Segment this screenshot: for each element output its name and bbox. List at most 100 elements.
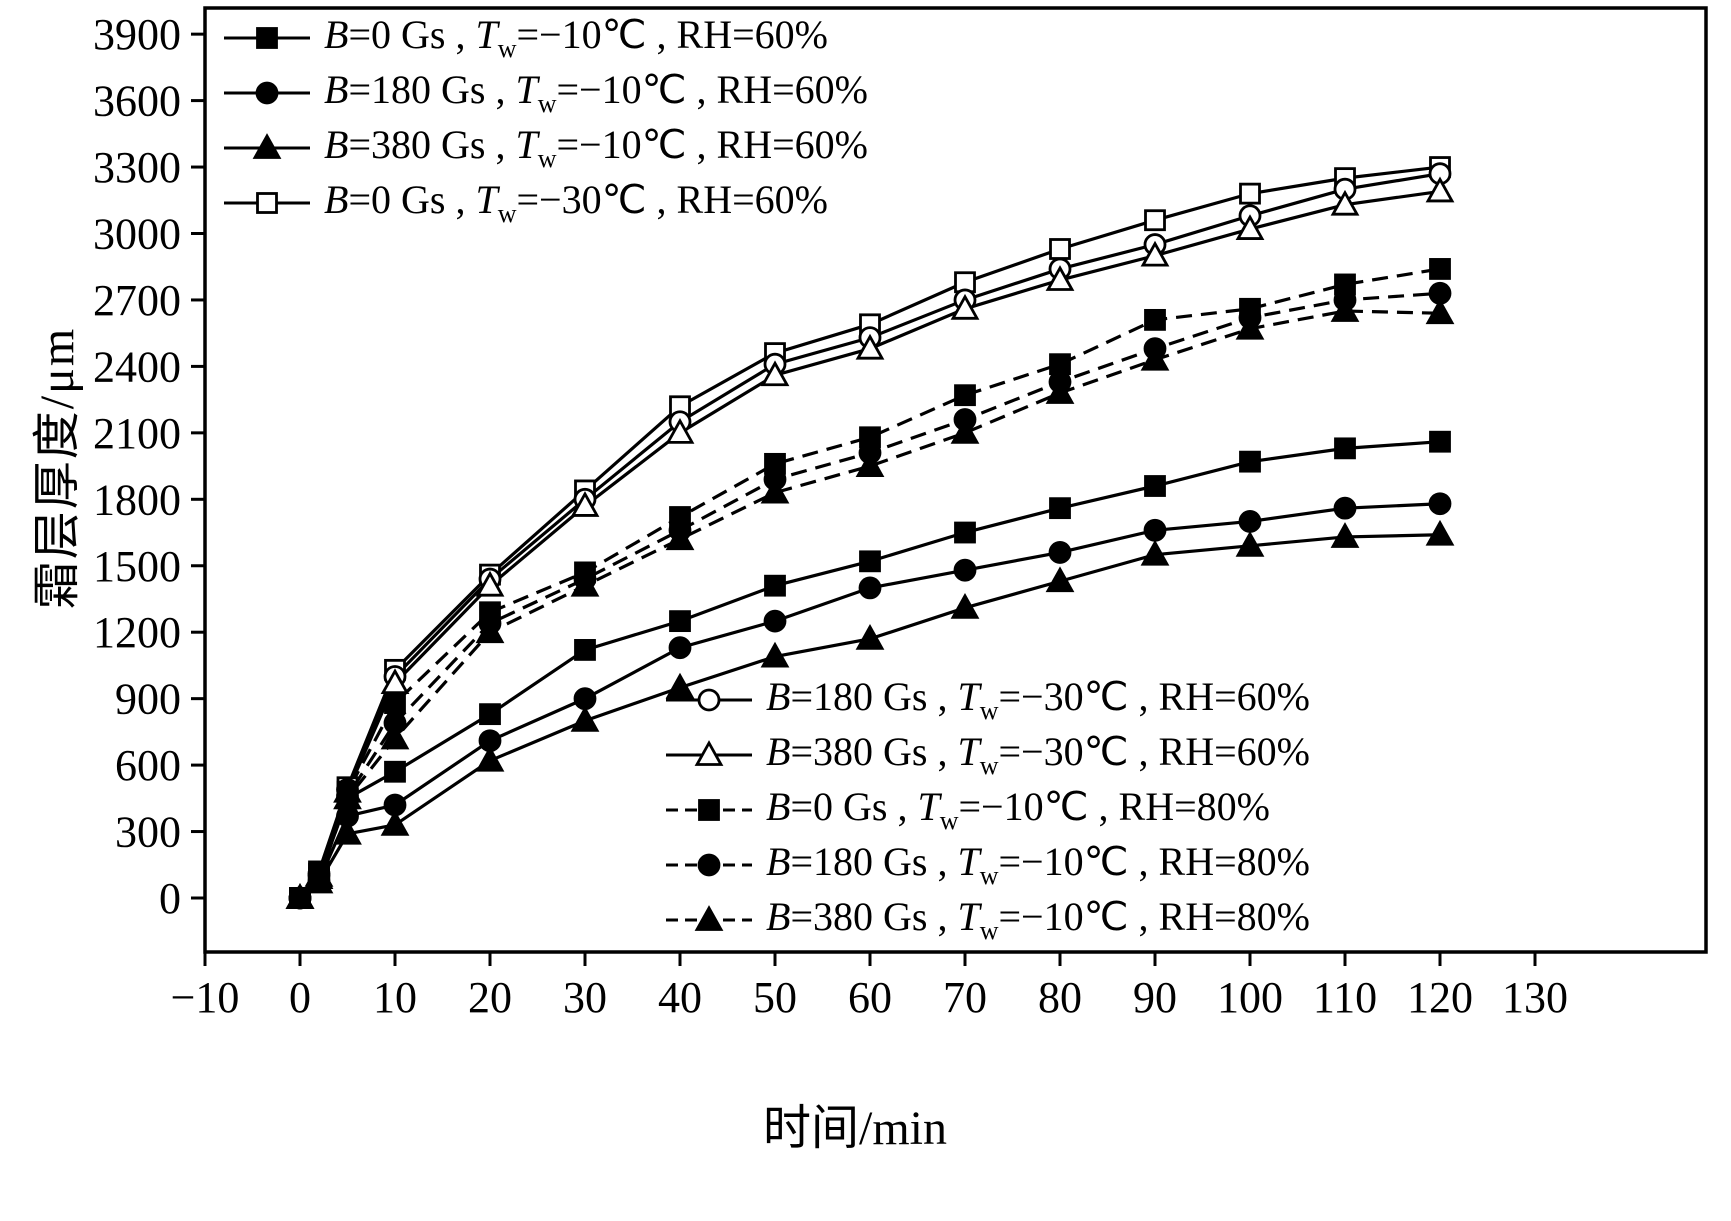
y-tick-label: 1200	[93, 608, 181, 657]
triangle-filled-marker-icon	[760, 477, 790, 504]
legend-label: B=0 Gs , Tw=−10℃ , RH=60%	[324, 12, 828, 63]
legend-circle-filled-icon	[224, 81, 310, 104]
triangle-filled-marker-icon	[1140, 539, 1170, 566]
legend-item-open-circle: B=180 Gs , Tw=−30℃ , RH=60%	[664, 672, 1310, 727]
legend-item-filled-square: B=0 Gs , Tw=−10℃ , RH=80%	[664, 782, 1310, 837]
triangle-filled-marker-icon	[475, 617, 505, 644]
square-open-marker-icon	[256, 191, 278, 214]
x-tick-label: 60	[848, 973, 892, 1022]
y-tick-label: 3900	[93, 10, 181, 59]
circle-filled-marker-icon	[255, 81, 279, 104]
circle-filled-marker-icon	[697, 853, 721, 876]
square-filled-marker-icon	[1239, 450, 1261, 473]
square-filled-marker-icon	[1429, 258, 1451, 280]
circle-filled-marker-icon	[1238, 510, 1262, 533]
triangle-open-marker-icon	[855, 333, 885, 360]
y-tick-label: 1500	[93, 542, 181, 591]
triangle-open-marker-icon	[1235, 214, 1265, 240]
x-axis-label: 时间/min	[762, 1102, 947, 1155]
x-tick-label: 40	[658, 973, 702, 1022]
y-tick-label: 600	[115, 741, 181, 790]
x-tick-label: 130	[1502, 973, 1568, 1022]
triangle-filled-marker-icon	[1045, 566, 1075, 593]
y-tick-label: 3000	[93, 210, 181, 259]
triangle-open-marker-icon	[1045, 265, 1075, 291]
legend-square-filled-icon	[666, 798, 752, 821]
square-filled-marker-icon	[698, 798, 720, 821]
circle-open-marker-icon	[697, 688, 721, 711]
square-filled-marker-icon	[954, 521, 976, 544]
triangle-filled-marker-icon	[950, 592, 980, 619]
legend-item-filled-triangle: B=380 Gs , Tw=−10℃ , RH=80%	[664, 892, 1310, 947]
series-line-8	[298, 309, 1441, 900]
circle-filled-marker-icon	[1143, 518, 1167, 542]
series-line-6	[298, 267, 1441, 899]
triangle-filled-marker-icon	[1140, 344, 1170, 371]
triangle-open-marker-icon	[760, 360, 790, 387]
triangle-open-marker-icon	[1330, 189, 1360, 216]
square-filled-marker-icon	[1429, 430, 1451, 453]
legend-label: B=0 Gs , Tw=−10℃ , RH=80%	[766, 784, 1270, 835]
legend-triangle-filled-icon	[224, 132, 310, 159]
triangle-filled-marker-icon	[1425, 519, 1455, 546]
triangle-filled-marker-icon	[380, 810, 410, 836]
square-filled-marker-icon	[574, 639, 596, 661]
square-filled-marker-icon	[954, 384, 976, 407]
legend-label: B=180 Gs , Tw=−10℃ , RH=80%	[766, 839, 1310, 890]
legend-label: B=180 Gs , Tw=−10℃ , RH=60%	[324, 67, 868, 118]
square-filled-marker-icon	[1334, 437, 1356, 460]
square-filled-marker-icon	[384, 760, 406, 783]
triangle-filled-marker-icon	[855, 451, 885, 477]
x-tick-label: 20	[468, 973, 512, 1022]
circle-filled-marker-icon	[763, 609, 787, 633]
legend-label: B=380 Gs , Tw=−30℃ , RH=60%	[766, 729, 1310, 780]
legend-circle-filled-icon	[666, 853, 752, 876]
x-tick-label: 70	[943, 973, 987, 1022]
triangle-filled-marker-icon	[950, 417, 980, 444]
legend-triangle-open-icon	[666, 739, 752, 766]
triangle-open-marker-icon	[570, 491, 600, 517]
y-tick-label: 0	[159, 874, 181, 923]
square-filled-marker-icon	[256, 26, 278, 49]
legend-circle-open-icon	[666, 688, 752, 711]
legend-label: B=0 Gs , Tw=−30℃ , RH=60%	[324, 177, 828, 228]
x-tick-label: 10	[373, 973, 417, 1022]
circle-filled-marker-icon	[1333, 496, 1357, 520]
legend-label: B=180 Gs , Tw=−30℃ , RH=60%	[766, 674, 1310, 725]
triangle-filled-marker-icon	[760, 641, 790, 668]
legend-item-filled-circle: B=180 Gs , Tw=−10℃ , RH=80%	[664, 837, 1310, 892]
triangle-filled-marker-icon	[1235, 313, 1265, 340]
y-axis-label: 霜层厚度/μm	[31, 326, 84, 610]
y-tick-label: 2400	[93, 342, 181, 391]
legend-square-filled-icon	[224, 26, 310, 49]
circle-filled-marker-icon	[1428, 492, 1452, 516]
legend-item-filled-square: B=0 Gs , Tw=−10℃ , RH=60%	[222, 10, 868, 65]
triangle-filled-marker-icon	[304, 863, 334, 889]
triangle-filled-marker-icon	[570, 705, 600, 732]
y-tick-label: 3300	[93, 143, 181, 192]
square-filled-marker-icon	[859, 550, 881, 573]
legend-label: B=380 Gs , Tw=−10℃ , RH=60%	[324, 122, 868, 173]
triangle-filled-marker-icon	[285, 883, 315, 909]
x-tick-label: 30	[563, 973, 607, 1022]
triangle-filled-marker-icon	[694, 904, 724, 931]
y-tick-label: 3600	[93, 77, 181, 126]
y-tick-label: 2100	[93, 409, 181, 458]
triangle-filled-marker-icon	[333, 783, 362, 810]
x-tick-label: 100	[1217, 973, 1283, 1022]
circle-filled-marker-icon	[668, 636, 692, 660]
triangle-open-marker-icon	[475, 570, 505, 597]
triangle-filled-marker-icon	[855, 623, 885, 650]
y-tick-label: 2700	[93, 276, 181, 325]
circle-filled-marker-icon	[1048, 541, 1072, 564]
x-tick-label: 120	[1407, 973, 1473, 1022]
x-tick-label: 50	[753, 973, 797, 1022]
legend-label: B=380 Gs , Tw=−10℃ , RH=80%	[766, 894, 1310, 945]
triangle-open-marker-icon	[665, 417, 695, 444]
triangle-filled-marker-icon	[475, 745, 505, 772]
x-tick-label: 80	[1038, 973, 1082, 1022]
legend-item-filled-triangle: B=380 Gs , Tw=−10℃ , RH=60%	[222, 120, 868, 175]
legend-square-open-icon	[224, 191, 310, 214]
x-tick-label: 110	[1313, 973, 1377, 1022]
